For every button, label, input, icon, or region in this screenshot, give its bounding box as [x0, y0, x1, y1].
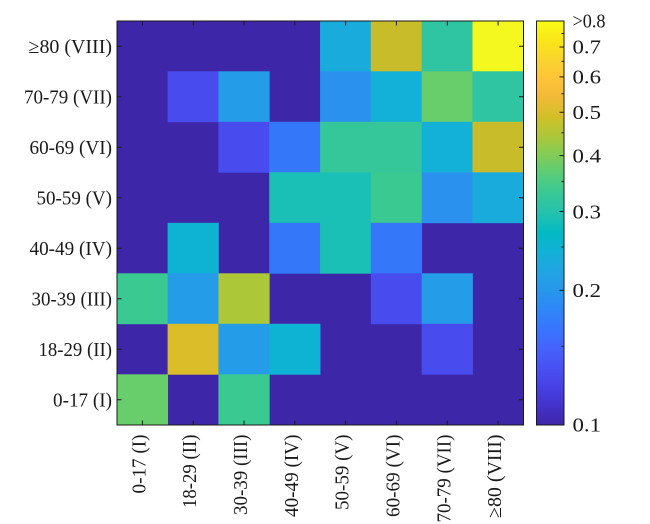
svg-text:0.5: 0.5: [573, 102, 602, 124]
svg-text:0.7: 0.7: [573, 37, 602, 59]
svg-text:18-29 (II): 18-29 (II): [179, 435, 201, 509]
svg-text:60-69 (VI): 60-69 (VI): [382, 435, 404, 518]
svg-text:≥80 (VIII): ≥80 (VIII): [29, 36, 113, 58]
svg-text:0-17 (I): 0-17 (I): [128, 435, 150, 494]
svg-text:60-69 (VI): 60-69 (VI): [30, 137, 113, 159]
svg-text:70-79 (VII): 70-79 (VII): [433, 435, 455, 523]
svg-text:50-59 (V): 50-59 (V): [332, 435, 354, 511]
svg-text:50-59 (V): 50-59 (V): [37, 187, 113, 209]
svg-text:0.2: 0.2: [573, 280, 602, 302]
svg-text:40-49 (IV): 40-49 (IV): [30, 238, 113, 260]
svg-text:>0.8: >0.8: [573, 11, 606, 33]
svg-text:0.6: 0.6: [573, 67, 602, 89]
svg-text:≥80 (VIII): ≥80 (VIII): [484, 435, 506, 519]
svg-text:30-39 (III): 30-39 (III): [230, 435, 252, 516]
svg-text:0.4: 0.4: [573, 145, 602, 167]
svg-text:0.3: 0.3: [573, 201, 602, 223]
svg-text:40-49 (IV): 40-49 (IV): [281, 435, 303, 518]
svg-text:18-29 (II): 18-29 (II): [39, 339, 113, 361]
svg-text:0-17 (I): 0-17 (I): [53, 389, 112, 411]
svg-text:70-79 (VII): 70-79 (VII): [24, 86, 112, 108]
svg-text:0.1: 0.1: [573, 415, 602, 437]
svg-text:30-39 (III): 30-39 (III): [32, 288, 113, 310]
